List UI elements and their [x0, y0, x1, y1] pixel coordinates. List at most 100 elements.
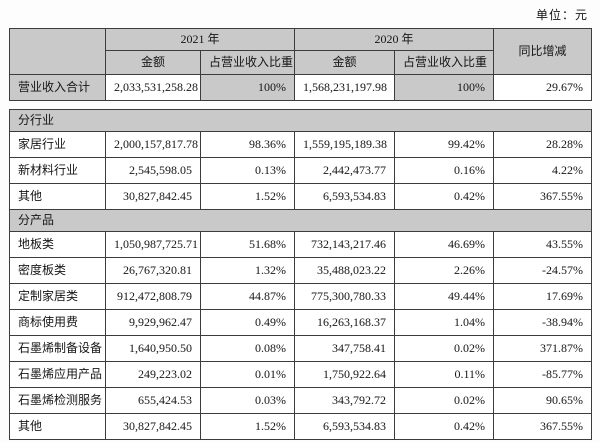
- share-2020-cell: 1.04%: [394, 309, 494, 336]
- amount-2021-cell: 30,827,842.45: [105, 183, 201, 210]
- table-row-product-graphene-application: 石墨烯应用产品 249,223.02 0.01% 1,750,922.64 0.…: [9, 361, 593, 388]
- amount-2020-cell: 732,143,217.46: [294, 231, 395, 258]
- amount-2021-cell: 2,000,157,817.78: [105, 131, 201, 158]
- amount-2021-cell: 912,472,808.79: [105, 283, 201, 310]
- amount-2021-cell: 9,929,962.47: [105, 309, 201, 336]
- header-row-years: 2021 年 2020 年 同比增减: [9, 28, 593, 75]
- row-label: 石墨烯制备设备: [9, 335, 106, 362]
- header-share-2020: 占营业收入比重: [394, 50, 495, 75]
- yoy-cell: 43.55%: [492, 231, 593, 258]
- table-row-product-flooring: 地板类 1,050,987,725.71 51.68% 732,143,217.…: [9, 231, 593, 258]
- row-label: 其他: [9, 183, 106, 210]
- table-row-industry-newmaterial: 新材料行业 2,545,598.05 0.13% 2,442,473.77 0.…: [9, 157, 593, 184]
- section-header-by-industry: 分行业: [8, 109, 593, 132]
- table-row-industry-other: 其他 30,827,842.45 1.52% 6,593,534.83 0.42…: [9, 183, 593, 210]
- amount-2020-cell: 16,263,168.37: [294, 309, 395, 336]
- amount-2020-cell: 343,792.72: [294, 387, 395, 414]
- amount-2021-cell: 1,640,950.50: [105, 335, 201, 362]
- table-container: 2021 年 2020 年 同比增减 金额 占营业收入比重 金额 占营业收入比重…: [0, 28, 600, 440]
- share-2020-cell: 0.11%: [394, 361, 494, 388]
- yoy-cell: 367.55%: [492, 413, 593, 440]
- share-2020-cell: 0.02%: [394, 335, 494, 362]
- amount-2021-cell: 30,827,842.45: [105, 413, 201, 440]
- share-2021-cell: 0.13%: [200, 157, 295, 184]
- table-row-product-densityboard: 密度板类 26,767,320.81 1.32% 35,488,023.22 2…: [9, 257, 593, 284]
- share-2020-cell: 0.42%: [394, 183, 494, 210]
- amount-2020-cell: 6,593,534.83: [294, 413, 395, 440]
- yoy-cell: -24.57%: [492, 257, 593, 284]
- yoy-cell: 371.87%: [492, 335, 593, 362]
- section-title-by-product: 分产品: [8, 209, 593, 232]
- amount-2020-cell: 2,442,473.77: [294, 157, 395, 184]
- table-row-product-other: 其他 30,827,842.45 1.52% 6,593,534.83 0.42…: [9, 413, 593, 440]
- yoy-cell: -38.94%: [492, 309, 593, 336]
- table-row-product-graphene-testing: 石墨烯检测服务 655,424.53 0.03% 343,792.72 0.02…: [9, 387, 593, 414]
- share-2020-cell: 46.69%: [394, 231, 494, 258]
- row-label: 家居行业: [9, 131, 106, 158]
- share-2020-cell: 0.42%: [394, 413, 494, 440]
- amount-2021-cell: 655,424.53: [105, 387, 201, 414]
- header-row-subcolumns: 金额 占营业收入比重 金额 占营业收入比重: [10, 50, 592, 75]
- yoy-cell: 90.65%: [492, 387, 593, 414]
- section-header-by-product: 分产品: [8, 209, 593, 232]
- total-revenue-label: 营业收入合计: [9, 74, 106, 101]
- header-yoy: 同比增减: [493, 28, 593, 75]
- share-2021-cell: 1.32%: [200, 257, 295, 284]
- revenue-summary-table: 2021 年 2020 年 同比增减 金额 占营业收入比重 金额 占营业收入比重…: [9, 28, 593, 101]
- yoy-cell: -85.77%: [492, 361, 593, 388]
- unit-row: 单位：元: [0, 0, 600, 28]
- share-2020-cell: 49.44%: [394, 283, 494, 310]
- share-2021-cell: 0.03%: [200, 387, 295, 414]
- yoy-cell: 17.69%: [492, 283, 593, 310]
- share-2021-cell: 0.49%: [200, 309, 295, 336]
- section-title-by-industry: 分行业: [8, 109, 593, 132]
- header-share-2021: 占营业收入比重: [199, 50, 296, 75]
- row-label: 定制家居类: [9, 283, 106, 310]
- share-2021-cell: 0.01%: [200, 361, 295, 388]
- amount-2021-cell: 2,545,598.05: [105, 157, 201, 184]
- header-amount-2021: 金额: [105, 50, 201, 75]
- share-2020-cell: 2.26%: [394, 257, 494, 284]
- share-2021-cell: 1.52%: [200, 413, 295, 440]
- yoy-cell: 367.55%: [492, 183, 593, 210]
- table-row-product-customhome: 定制家居类 912,472,808.79 44.87% 775,300,780.…: [9, 283, 593, 310]
- amount-2020-cell: 1,750,922.64: [294, 361, 395, 388]
- row-label: 密度板类: [9, 257, 106, 284]
- share-2020-cell: 0.02%: [394, 387, 494, 414]
- table-row-industry-home: 家居行业 2,000,157,817.78 98.36% 1,559,195,1…: [9, 131, 593, 158]
- amount-2020-cell: 6,593,534.83: [294, 183, 395, 210]
- share-2021-cell: 1.52%: [200, 183, 295, 210]
- table-row-product-trademark: 商标使用费 9,929,962.47 0.49% 16,263,168.37 1…: [9, 309, 593, 336]
- yoy-cell: 28.28%: [492, 131, 593, 158]
- total-share-2021: 100%: [199, 74, 296, 101]
- amount-2021-cell: 26,767,320.81: [105, 257, 201, 284]
- yoy-cell: 4.22%: [492, 157, 593, 184]
- amount-2020-cell: 1,559,195,189.38: [294, 131, 395, 158]
- amount-2020-cell: 35,488,023.22: [294, 257, 395, 284]
- total-share-2020: 100%: [394, 74, 495, 101]
- amount-2021-cell: 249,223.02: [105, 361, 201, 388]
- row-label: 石墨烯应用产品: [9, 361, 106, 388]
- share-2021-cell: 0.08%: [200, 335, 295, 362]
- header-year-2020: 2020 年: [294, 28, 495, 51]
- table-block-gap: [9, 101, 591, 109]
- share-2021-cell: 51.68%: [200, 231, 295, 258]
- share-2020-cell: 99.42%: [394, 131, 494, 158]
- revenue-breakdown-table: 分行业 家居行业 2,000,157,817.78 98.36% 1,559,1…: [8, 109, 593, 440]
- header-year-2021: 2021 年: [104, 28, 296, 51]
- header-corner-cell: [9, 28, 106, 75]
- total-amount-2020: 1,568,231,197.98: [294, 74, 396, 101]
- total-revenue-row: 营业收入合计 2,033,531,258.28 100% 1,568,231,1…: [9, 74, 593, 101]
- amount-2020-cell: 775,300,780.33: [294, 283, 395, 310]
- total-yoy: 29.67%: [493, 74, 593, 101]
- unit-label: 单位：元: [535, 7, 588, 22]
- row-label: 地板类: [9, 231, 106, 258]
- row-label: 其他: [9, 413, 106, 440]
- row-label: 石墨烯检测服务: [9, 387, 106, 414]
- amount-2021-cell: 1,050,987,725.71: [105, 231, 201, 258]
- table-row-product-graphene-equipment: 石墨烯制备设备 1,640,950.50 0.08% 347,758.41 0.…: [9, 335, 593, 362]
- row-label: 商标使用费: [9, 309, 106, 336]
- row-label: 新材料行业: [9, 157, 106, 184]
- share-2021-cell: 44.87%: [200, 283, 295, 310]
- total-amount-2021: 2,033,531,258.28: [105, 74, 201, 101]
